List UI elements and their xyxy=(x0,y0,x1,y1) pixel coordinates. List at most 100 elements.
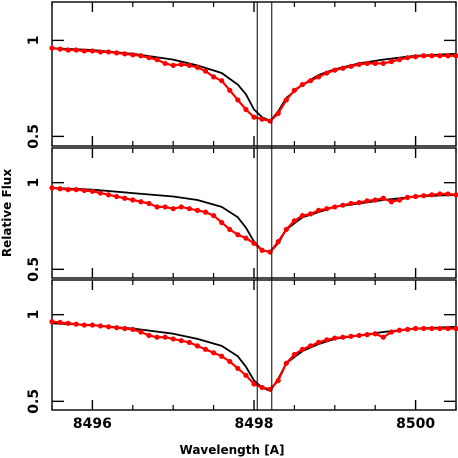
observed-point xyxy=(348,63,354,69)
y-tick-label: 1 xyxy=(26,36,42,46)
observed-point xyxy=(235,232,241,238)
x-axis: 8496 8498 8500 xyxy=(73,416,435,432)
observed-point xyxy=(396,57,403,63)
observed-point xyxy=(194,64,201,70)
observed-point xyxy=(130,326,136,332)
observed-point xyxy=(178,204,184,210)
observed-point xyxy=(251,114,257,120)
observed-point xyxy=(65,320,71,326)
observed-point xyxy=(445,325,451,332)
observed-point xyxy=(453,325,458,332)
observed-point xyxy=(340,334,346,340)
observed-point xyxy=(57,46,63,52)
observed-point xyxy=(89,188,95,194)
observed-point xyxy=(380,60,386,67)
observed-point xyxy=(413,54,419,60)
observed-point xyxy=(162,60,168,67)
observed-point xyxy=(73,321,79,327)
observed-point xyxy=(178,61,184,67)
observed-point xyxy=(372,331,378,337)
observed-point xyxy=(243,372,249,378)
observed-point xyxy=(65,187,71,193)
observed-point xyxy=(81,48,87,54)
observed-point xyxy=(421,193,427,199)
observed-point xyxy=(291,351,297,358)
observed-point xyxy=(130,52,136,58)
panel-frame xyxy=(51,1,457,147)
observed-point xyxy=(105,192,112,198)
observed-point xyxy=(97,323,104,329)
observed-point xyxy=(413,325,419,332)
observed-point xyxy=(316,74,322,80)
observed-point xyxy=(202,346,209,352)
observed-point xyxy=(429,192,435,198)
observed-point xyxy=(170,336,176,342)
observed-point xyxy=(186,62,192,68)
observed-point xyxy=(283,226,289,233)
observed-point xyxy=(154,334,160,340)
y-tick-label: 1 xyxy=(26,310,42,320)
observed-point xyxy=(396,327,403,333)
observed-point xyxy=(324,206,330,212)
observed-point xyxy=(348,200,354,207)
observed-point xyxy=(138,199,144,205)
observed-point xyxy=(429,53,435,59)
observed-point xyxy=(332,335,338,341)
observed-point xyxy=(219,219,225,226)
observed-point xyxy=(194,207,201,213)
observed-point xyxy=(251,381,257,387)
observed-point xyxy=(227,226,233,233)
observed-point xyxy=(130,197,136,203)
observed-point xyxy=(259,247,265,253)
observed-point xyxy=(307,78,314,84)
observed-point xyxy=(380,195,386,201)
observed-point xyxy=(243,235,249,241)
observed-point xyxy=(283,97,289,103)
observed-point xyxy=(162,334,168,340)
observed-point xyxy=(324,337,330,343)
observed-point xyxy=(186,339,192,345)
x-axis-title: Wavelength [A] xyxy=(180,443,285,457)
observed-point xyxy=(146,332,152,339)
observed-point xyxy=(73,187,79,193)
observed-point xyxy=(437,53,443,59)
observed-point xyxy=(316,207,322,213)
observed-point xyxy=(445,53,451,59)
observed-point xyxy=(404,194,411,200)
observed-point xyxy=(404,326,411,332)
observed-point xyxy=(275,239,281,245)
observed-point xyxy=(57,319,63,326)
observed-point xyxy=(413,193,419,200)
observed-point xyxy=(453,53,458,59)
observed-point xyxy=(114,325,120,331)
observed-point xyxy=(154,204,160,210)
observed-point xyxy=(170,206,176,212)
observed-point xyxy=(445,191,451,197)
observed-point xyxy=(316,339,322,345)
observed-point xyxy=(453,192,458,198)
observed-point xyxy=(178,338,184,344)
x-tick-label: 8498 xyxy=(235,416,274,432)
observed-point xyxy=(348,333,354,339)
y-tick-label: 0.5 xyxy=(26,124,42,149)
observed-point xyxy=(81,187,87,194)
observed-point xyxy=(49,319,55,325)
observed-point xyxy=(332,67,338,73)
observed-point xyxy=(227,358,233,365)
observed-point xyxy=(324,70,330,76)
observed-point xyxy=(283,360,289,366)
observed-point xyxy=(146,200,152,207)
observed-point xyxy=(105,324,112,330)
y-tick-label: 0.5 xyxy=(26,389,42,414)
x-tick-label: 8500 xyxy=(396,416,435,432)
observed-point xyxy=(97,190,104,196)
observed-point xyxy=(259,116,265,122)
observed-point xyxy=(299,346,306,352)
observed-point xyxy=(89,322,95,328)
observed-point xyxy=(372,60,378,67)
observed-point xyxy=(388,329,394,335)
model-series-line xyxy=(51,47,457,122)
observed-point xyxy=(194,343,201,349)
panel-3: 0.51 xyxy=(26,279,458,414)
